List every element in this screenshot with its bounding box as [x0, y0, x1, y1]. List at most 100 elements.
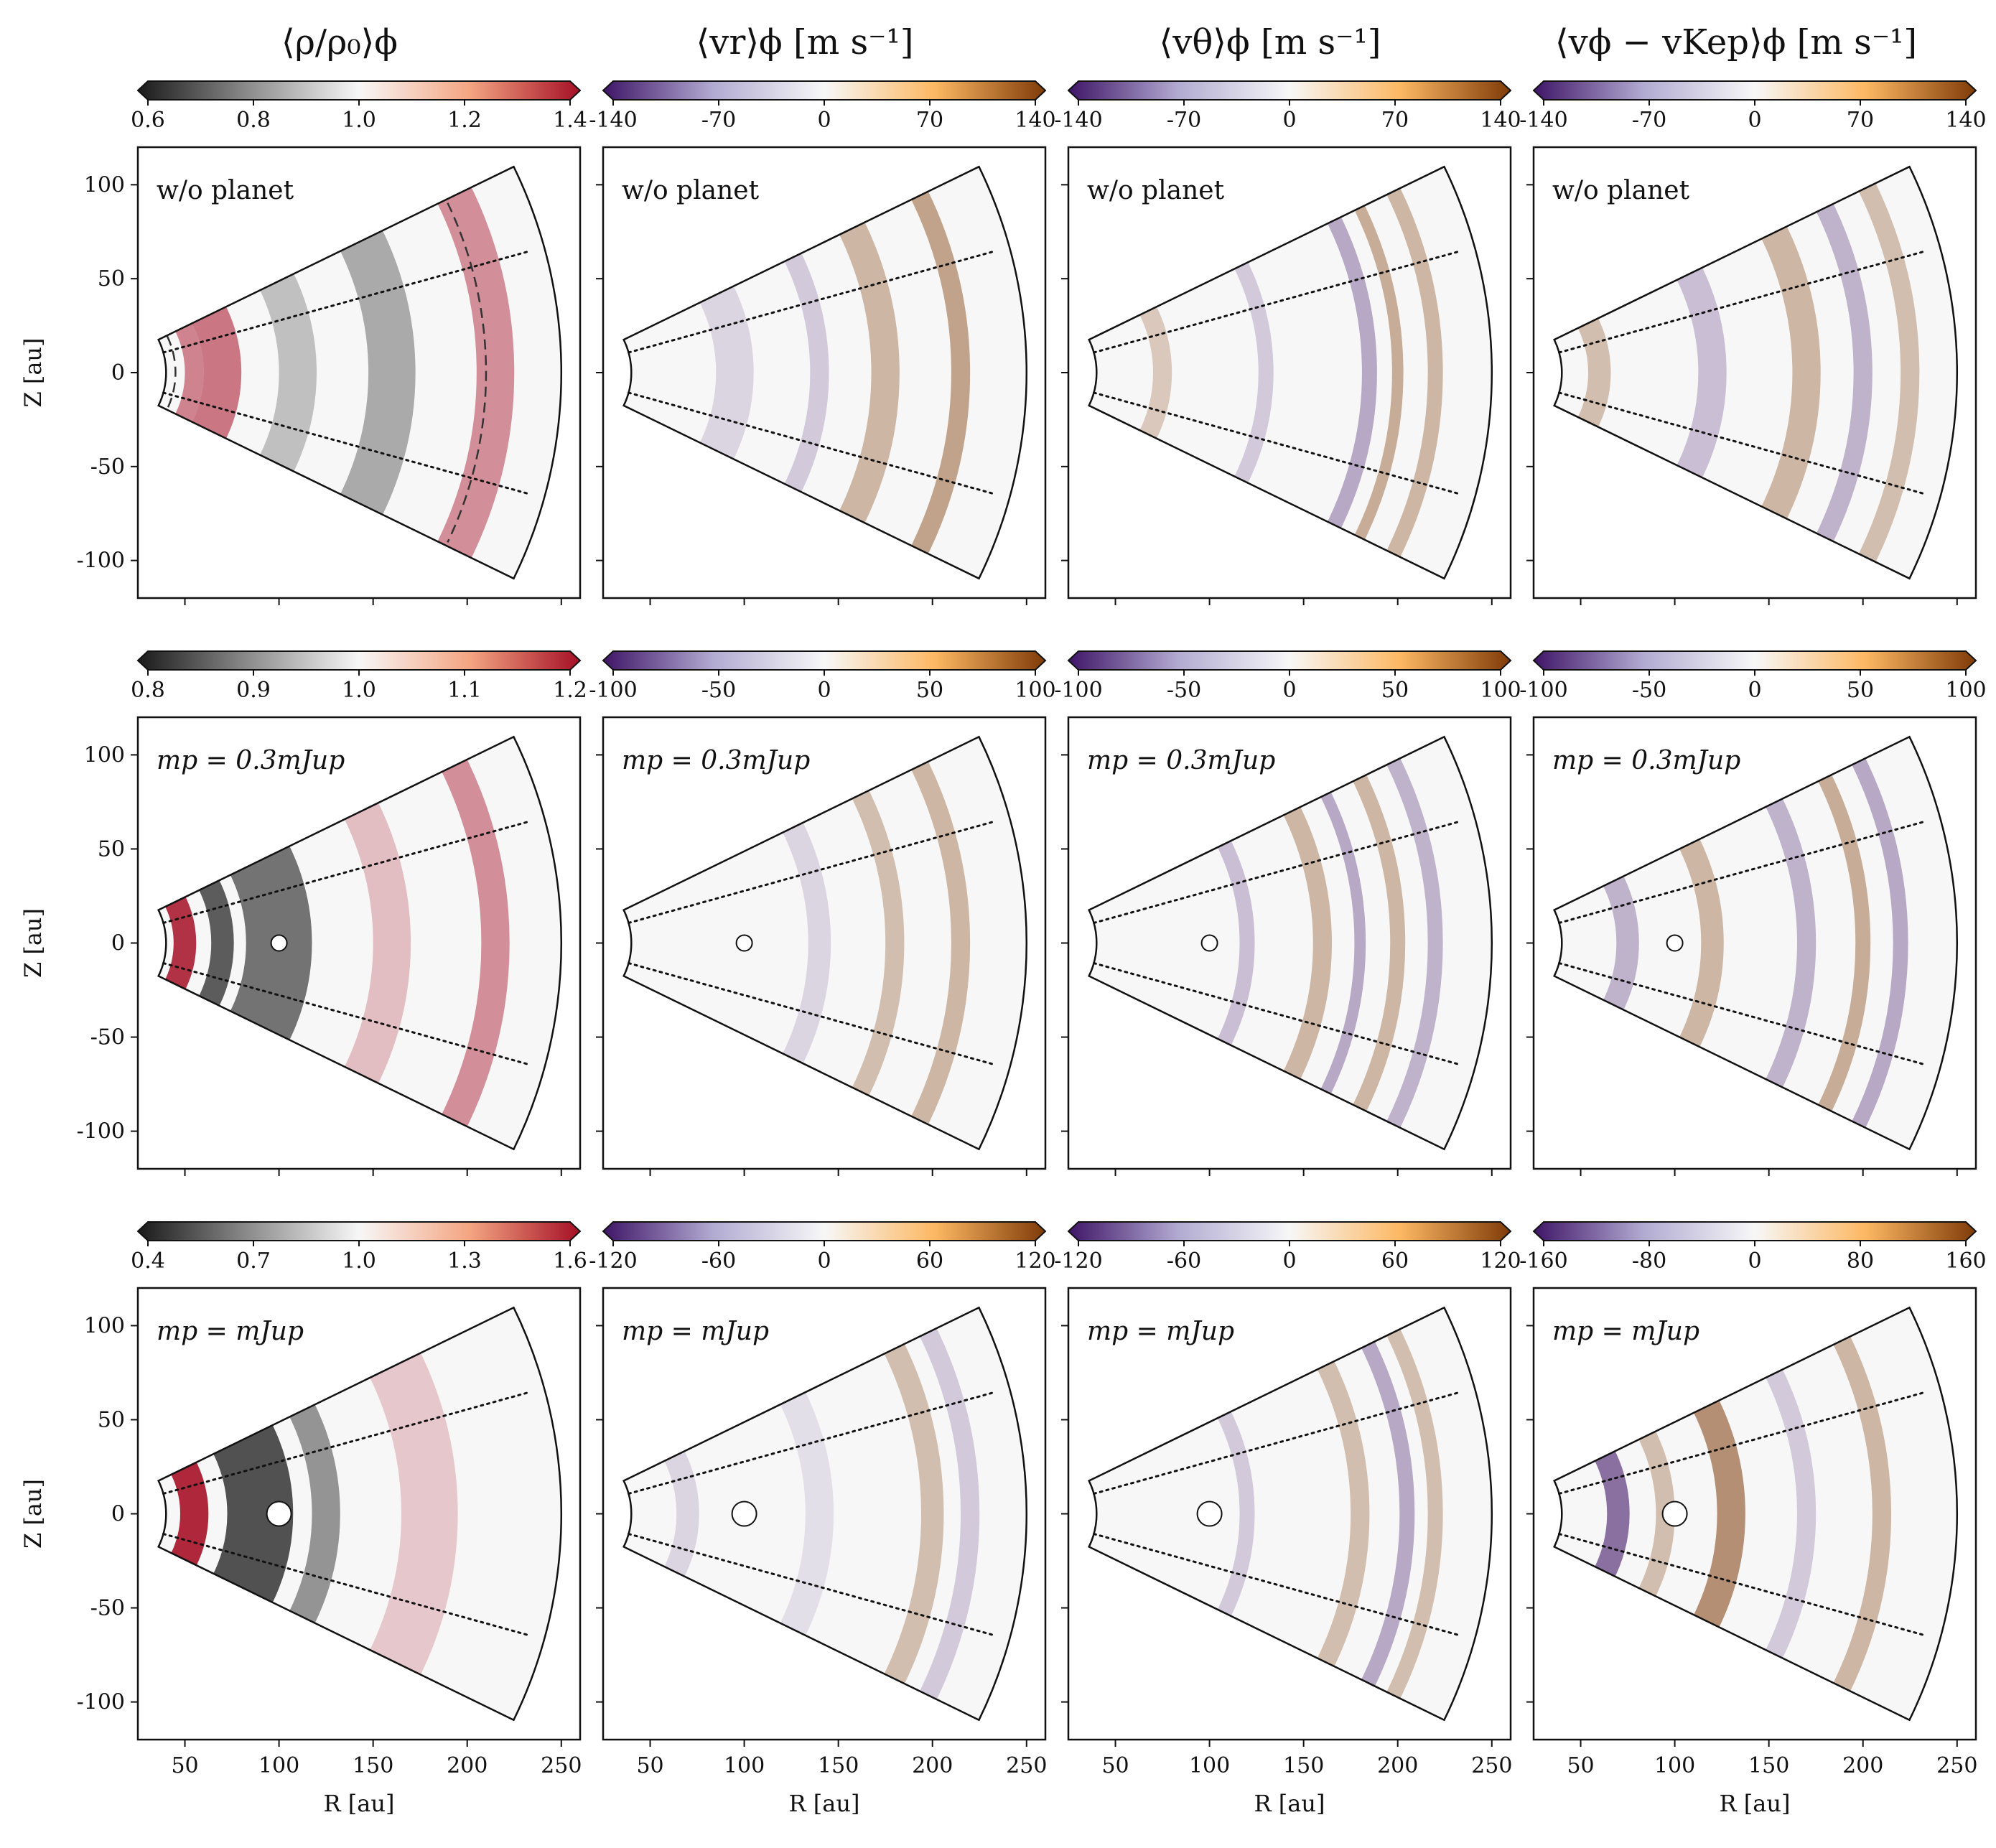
colorbar-tick-label: -60: [1167, 1249, 1201, 1274]
radial-band: [158, 1311, 294, 1717]
radial-band: [1088, 167, 1443, 579]
wedge-field: [158, 167, 561, 579]
y-tick-label: 0: [111, 360, 125, 386]
colorbar-tick-label: 70: [916, 108, 943, 133]
colorbar-tick-label: 70: [1381, 108, 1409, 133]
y-tick-label: 100: [84, 1313, 125, 1338]
colorbar-gradient: [602, 80, 1047, 101]
panel-r1-c3: -100 -50 0 50 100 mp = 0.3mJup: [1519, 650, 1987, 1176]
radial-band: [623, 167, 900, 579]
radial-band: [623, 737, 905, 1149]
dotted-boundary-line: [162, 820, 532, 924]
wedge-outline: [157, 1306, 563, 1722]
y-tick-label: 100: [84, 742, 125, 767]
dotted-boundary-line: [1093, 1533, 1463, 1637]
radial-band: [158, 800, 234, 1086]
colorbar-gradient: [602, 650, 1047, 671]
radial-band: [158, 259, 204, 486]
wedge-field: [623, 1307, 1027, 1720]
y-axis-label: Z [au]: [19, 1479, 47, 1549]
colorbar-tick-label: 0: [1748, 108, 1761, 133]
wedge-outline: [622, 1306, 1028, 1722]
dotted-boundary-line: [1558, 820, 1928, 924]
radial-band: [1088, 737, 1255, 1149]
x-tick-label: 100: [258, 1753, 299, 1778]
column-title-vphi: ⟨vϕ − vKep⟩ϕ [m s⁻¹]: [1555, 22, 1917, 62]
x-tick-label: 100: [1654, 1753, 1695, 1778]
radial-band: [1554, 790, 1639, 1096]
radial-band: [1554, 167, 1873, 579]
radial-band: [158, 222, 242, 523]
panel-label: mp = 0.3mJup: [157, 746, 345, 775]
colorbar-tick-label: 0: [1282, 1249, 1296, 1274]
colorbar-tick-label: 50: [1847, 678, 1874, 703]
dashed-arc: [166, 335, 177, 410]
wedge-outline: [1088, 165, 1493, 580]
x-tick-label: 250: [541, 1753, 582, 1778]
radial-band: [1554, 737, 1871, 1149]
column-title-vr: ⟨vr⟩ϕ [m s⁻¹]: [696, 22, 914, 62]
dotted-boundary-line: [162, 1391, 532, 1495]
colorbar: -140 -70 0 70 140: [589, 80, 1056, 133]
y-axis-label: Z [au]: [19, 908, 47, 978]
colorbar-tick-label: 0: [817, 108, 831, 133]
panel-r1-c2: -100 -50 0 50 100 mp = 0.3mJup: [1054, 650, 1521, 1176]
panel-label: w/o planet: [157, 176, 294, 205]
colorbar-tick-label: 0.9: [236, 678, 271, 703]
y-tick-label: -50: [90, 1025, 125, 1050]
colorbar-tick-label: 120: [1480, 1249, 1521, 1274]
colorbar: -100 -50 0 50 100: [1519, 650, 1987, 703]
panel-label: mp = mJup: [1087, 1317, 1234, 1346]
colorbar-gradient: [602, 1221, 1047, 1241]
colorbar-tick-label: 1.4: [553, 108, 587, 133]
radial-band: [158, 1307, 458, 1720]
colorbar-tick-label: 0: [817, 678, 831, 703]
x-tick-label: 150: [818, 1753, 859, 1778]
colorbar-tick-label: 0: [1748, 1249, 1761, 1274]
panel-label: w/o planet: [622, 176, 760, 205]
radial-band: [1554, 737, 1908, 1149]
colorbar-tick-label: -140: [1519, 108, 1567, 133]
colorbar-tick-label: 70: [1847, 108, 1874, 133]
x-tick-label: 250: [1471, 1753, 1512, 1778]
colorbar-tick-label: -60: [701, 1249, 736, 1274]
radial-band: [158, 1307, 340, 1720]
radial-band: [158, 737, 510, 1149]
wedge-outline: [157, 165, 563, 580]
colorbar-tick-label: 140: [1945, 108, 1986, 133]
panel-label: mp = 0.3mJup: [1087, 746, 1275, 775]
radial-band: [1554, 737, 1724, 1149]
radial-band: [1554, 1307, 1817, 1720]
colorbar-gradient: [1532, 1221, 1977, 1241]
colorbar-tick-label: 160: [1945, 1249, 1986, 1274]
panel-r0-c0: 0.6 0.8 1.0 1.2 1.4 100 50 0 -50 -100 Z [au] w/o pl…: [19, 80, 587, 605]
colorbar: -100 -50 0 50 100: [589, 650, 1056, 703]
radial-band: [1554, 737, 1817, 1149]
wedge-field: [1554, 167, 1957, 579]
x-tick-label: 100: [724, 1753, 765, 1778]
colorbar-tick-label: 120: [1015, 1249, 1055, 1274]
y-tick-label: 0: [111, 1502, 125, 1527]
planet-marker: [735, 934, 753, 952]
wedge-field: [158, 1307, 561, 1720]
colorbar-tick-label: 100: [1480, 678, 1521, 703]
radial-band: [623, 1307, 944, 1720]
wedge-field: [1088, 1307, 1492, 1720]
radial-band: [158, 737, 411, 1149]
wedge-field: [1554, 737, 1957, 1149]
planet-marker: [731, 1501, 757, 1527]
colorbar-tick-label: -50: [701, 678, 736, 703]
wedge-outline: [622, 735, 1028, 1151]
colorbar: -100 -50 0 50 100: [1054, 650, 1521, 703]
panel-label: w/o planet: [1552, 176, 1690, 205]
dotted-boundary-line: [1093, 1391, 1463, 1495]
wedge-base: [1088, 737, 1492, 1149]
colorbar-gradient: [1067, 650, 1512, 671]
radial-band: [158, 1396, 209, 1632]
radial-band: [1088, 1307, 1255, 1720]
y-tick-label: 50: [98, 1407, 125, 1432]
radial-band: [623, 1307, 980, 1720]
radial-band: [623, 167, 971, 579]
x-tick-label: 50: [636, 1753, 663, 1778]
radial-band: [623, 737, 831, 1149]
